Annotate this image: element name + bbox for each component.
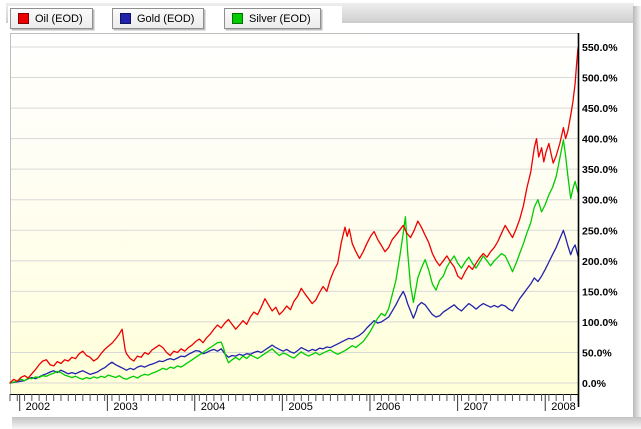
date-range-label: 21 November 2001 - 16 May 2008 [12,37,179,49]
legend-label-gold: Gold (EOD) [137,12,195,25]
copyright-watermark: Copyright, StockCharts.com [385,38,530,50]
frame-right-shadow [633,6,641,422]
frame-bottom-shadow [12,417,641,429]
gold-swatch-icon [120,13,131,24]
chart-card [8,23,633,417]
legend-button-oil[interactable]: Oil (EOD) [10,8,93,29]
legend-label-silver: Silver (EOD) [249,12,311,25]
legend-button-silver[interactable]: Silver (EOD) [224,8,321,29]
oil-swatch-icon [18,13,29,24]
silver-swatch-icon [232,13,243,24]
legend-label-oil: Oil (EOD) [35,12,83,25]
legend-button-gold[interactable]: Gold (EOD) [112,8,205,29]
